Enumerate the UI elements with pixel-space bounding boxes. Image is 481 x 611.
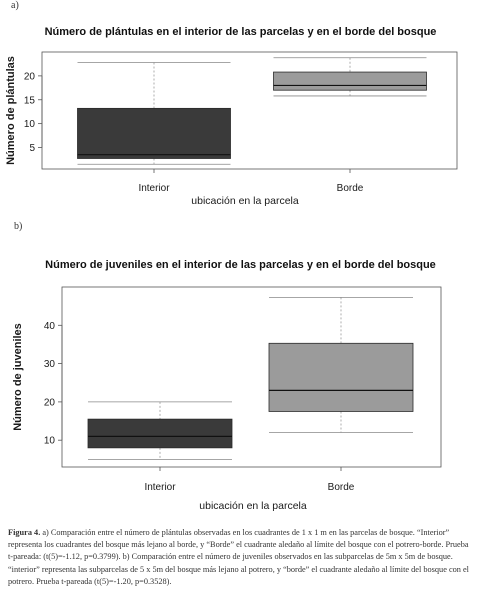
y-tick-label: 30 xyxy=(44,359,56,370)
chart-b: 10 20 30 40 Número de juveniles Interior Borde… xyxy=(12,286,442,512)
x-tick-label: Interior xyxy=(144,482,176,493)
box-interior xyxy=(77,107,231,159)
y-tick-label: 40 xyxy=(44,321,56,332)
y-tick-label: 20 xyxy=(44,397,56,408)
y-tick-label: 10 xyxy=(44,436,56,447)
caption-label: Figura 4. xyxy=(8,528,41,537)
x-tick-label: Interior xyxy=(138,183,170,194)
y-axis-label: Número de juveniles xyxy=(12,323,24,431)
box-interior xyxy=(87,418,233,449)
y-axis-label: Número de plántulas xyxy=(5,56,17,165)
y-tick-label: 20 xyxy=(24,71,36,82)
caption-text: a) Comparación entre el número de plántu… xyxy=(8,528,469,586)
chart-a-title: Número de plántulas en el interior de la… xyxy=(44,26,437,38)
x-tick-label: Borde xyxy=(337,183,364,194)
x-axis-label: ubicación en la parcela xyxy=(199,500,307,512)
chart-b-title: Número de juveniles en el interior de la… xyxy=(45,259,436,271)
panel-b-label: b) xyxy=(14,221,23,232)
x-tick-label: Borde xyxy=(328,482,355,493)
y-tick-label: 15 xyxy=(24,95,36,106)
box-borde xyxy=(268,342,414,412)
y-tick-label: 10 xyxy=(24,119,36,130)
y-tick-label: 5 xyxy=(29,143,35,154)
x-axis-label: ubicación en la parcela xyxy=(191,195,299,207)
figure-caption: Figura 4. a) Comparación entre el número… xyxy=(8,527,474,588)
chart-a: 5 10 15 20 Número de plántulas Interior Borde u… xyxy=(5,51,458,207)
panel-a-label: a) xyxy=(11,0,19,11)
box-borde xyxy=(273,71,427,91)
